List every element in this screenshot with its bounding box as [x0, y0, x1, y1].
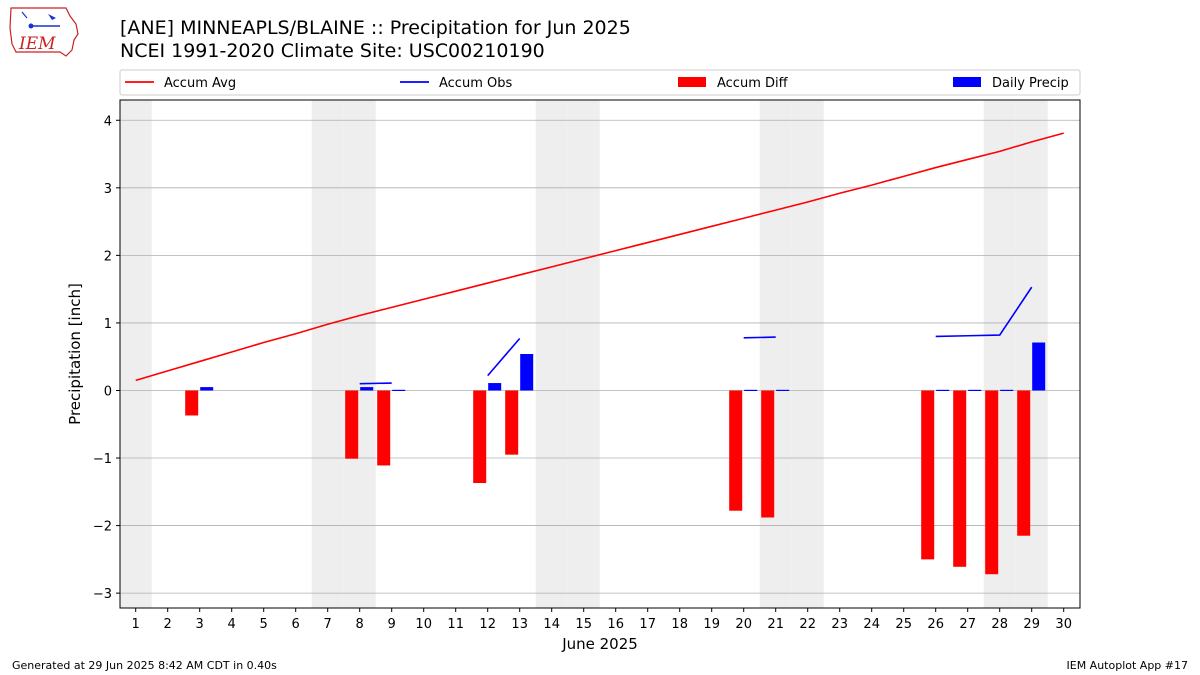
- y-axis-label: Precipitation [inch]: [66, 283, 84, 425]
- iem-logo: IEM: [8, 4, 82, 60]
- accum-diff-bar-day-28: [985, 390, 999, 575]
- accum-diff-bar-day-26: [921, 390, 935, 560]
- x-tick-label-29: 29: [1023, 617, 1040, 632]
- iem-logo-graphic: IEM: [9, 7, 79, 57]
- plot-frame: [119, 99, 1081, 609]
- weekend-shade-day-14: [535, 100, 568, 608]
- weekend-shade-day-21: [759, 100, 792, 608]
- weekend-shade-day-8: [343, 100, 376, 608]
- x-tick-label-1: 1: [132, 617, 140, 632]
- weekend-shade-day-7: [311, 100, 344, 608]
- accum-obs-line-segment-3: [743, 336, 776, 339]
- y-tick-label--3: −3: [93, 587, 112, 602]
- x-tick-label-24: 24: [863, 617, 880, 632]
- y-tick-label-1: 1: [104, 317, 112, 332]
- legend-swatch-daily-precip: [953, 77, 981, 87]
- daily-precip-bar-day-26: [936, 389, 950, 392]
- x-tick-label-10: 10: [415, 617, 432, 632]
- weekend-shade-day-22: [791, 100, 824, 608]
- x-tick-label-23: 23: [831, 617, 848, 632]
- y-tick-label-4: 4: [104, 114, 112, 129]
- x-tick-label-14: 14: [543, 617, 560, 632]
- legend-label-accum-diff: Accum Diff: [717, 76, 789, 91]
- accum-obs-line-segment-2: [487, 337, 521, 377]
- x-tick-label-30: 30: [1055, 617, 1072, 632]
- x-tick-label-18: 18: [671, 617, 688, 632]
- app-credit: IEM Autoplot App #17: [1066, 659, 1189, 672]
- legend-label-daily-precip: Daily Precip: [992, 76, 1069, 91]
- x-tick-label-15: 15: [575, 617, 592, 632]
- logo-text: IEM: [18, 34, 56, 54]
- daily-precip-bar-day-21: [776, 389, 790, 392]
- daily-precip-bar-day-29: [1032, 342, 1046, 391]
- weekend-shade-day-1: [120, 100, 152, 608]
- y-tick-label--1: −1: [93, 452, 112, 467]
- accum-diff-bar-day-3: [185, 390, 199, 416]
- daily-precip-bar-day-28: [1000, 389, 1014, 392]
- legend-label-accum-obs: Accum Obs: [439, 76, 512, 91]
- x-tick-label-5: 5: [260, 617, 268, 632]
- x-tick-label-2: 2: [164, 617, 172, 632]
- x-tick-label-9: 9: [388, 617, 396, 632]
- y-tick-label-2: 2: [104, 249, 112, 264]
- legend-swatch-accum-diff: [678, 77, 706, 87]
- x-tick-label-13: 13: [511, 617, 528, 632]
- accum-diff-bar-day-20: [729, 390, 743, 511]
- accum-diff-bar-day-21: [761, 390, 775, 518]
- daily-precip-bar-day-3: [200, 387, 214, 391]
- x-tick-label-4: 4: [228, 617, 236, 632]
- accum-diff-bar-day-9: [377, 390, 391, 466]
- accum-obs-line-segment-4: [935, 286, 1033, 338]
- accum-diff-bar-day-8: [345, 390, 359, 459]
- x-tick-label-17: 17: [639, 617, 656, 632]
- x-axis-label: June 2025: [561, 635, 638, 653]
- x-tick-label-25: 25: [895, 617, 912, 632]
- x-tick-label-27: 27: [959, 617, 976, 632]
- x-tick-label-11: 11: [447, 617, 464, 632]
- chart-subtitle: NCEI 1991-2020 Climate Site: USC00210190: [120, 40, 545, 62]
- accum-diff-bar-day-27: [953, 390, 967, 567]
- daily-precip-bar-day-12: [488, 383, 502, 391]
- daily-precip-bar-day-13: [520, 354, 534, 391]
- x-tick-label-26: 26: [927, 617, 944, 632]
- legend-box: [119, 69, 1081, 96]
- daily-precip-bar-day-8: [360, 387, 374, 391]
- daily-precip-bar-day-9: [392, 389, 406, 392]
- x-tick-label-28: 28: [991, 617, 1008, 632]
- y-tick-label-3: 3: [104, 182, 112, 197]
- generated-timestamp: Generated at 29 Jun 2025 8:42 AM CDT in …: [12, 659, 277, 672]
- x-tick-label-22: 22: [799, 617, 816, 632]
- x-tick-label-6: 6: [292, 617, 300, 632]
- accum-diff-bar-day-12: [473, 390, 487, 484]
- accum-diff-bar-day-29: [1017, 390, 1031, 536]
- y-tick-label-0: 0: [104, 384, 112, 399]
- accum-obs-line-segment-1: [359, 382, 392, 385]
- legend-label-accum-avg: Accum Avg: [164, 76, 236, 91]
- accum-avg-line: [135, 132, 1064, 382]
- x-tick-label-21: 21: [767, 617, 784, 632]
- accum-diff-bar-day-13: [505, 390, 519, 455]
- weekend-shade-day-15: [567, 100, 600, 608]
- daily-precip-bar-day-20: [744, 389, 758, 392]
- chart-title: [ANE] MINNEAPLS/BLAINE :: Precipitation …: [120, 17, 631, 39]
- y-tick-label--2: −2: [93, 520, 112, 535]
- x-tick-label-8: 8: [356, 617, 364, 632]
- x-tick-label-7: 7: [324, 617, 332, 632]
- x-tick-label-3: 3: [196, 617, 204, 632]
- x-tick-label-12: 12: [479, 617, 496, 632]
- x-tick-label-16: 16: [607, 617, 624, 632]
- x-tick-label-20: 20: [735, 617, 752, 632]
- x-tick-label-19: 19: [703, 617, 720, 632]
- daily-precip-bar-day-27: [968, 389, 982, 392]
